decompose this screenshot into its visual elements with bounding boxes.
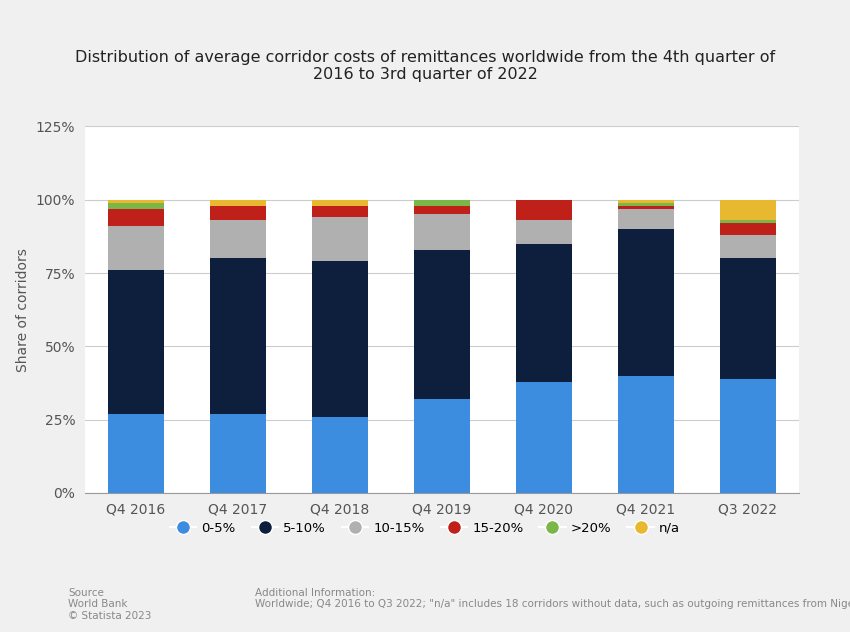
Bar xyxy=(312,205,368,217)
Bar xyxy=(108,414,164,493)
Bar xyxy=(108,200,164,203)
Bar xyxy=(720,379,776,493)
Bar xyxy=(414,214,470,250)
Bar xyxy=(312,416,368,493)
Bar xyxy=(210,258,266,414)
Bar xyxy=(720,258,776,379)
Legend: 0-5%, 5-10%, 10-15%, 15-20%, >20%, n/a: 0-5%, 5-10%, 10-15%, 15-20%, >20%, n/a xyxy=(165,516,685,540)
Text: Additional Information:
Worldwide; Q4 2016 to Q3 2022; "n/a" includes 18 corrido: Additional Information: Worldwide; Q4 20… xyxy=(255,588,850,609)
Bar xyxy=(618,203,674,205)
Bar xyxy=(720,223,776,235)
Bar xyxy=(210,414,266,493)
Bar xyxy=(108,226,164,270)
Bar xyxy=(414,200,470,205)
Text: Source
World Bank
© Statista 2023: Source World Bank © Statista 2023 xyxy=(68,588,151,621)
Bar xyxy=(720,220,776,223)
Text: Distribution of average corridor costs of remittances worldwide from the 4th qua: Distribution of average corridor costs o… xyxy=(75,50,775,82)
Bar xyxy=(720,235,776,258)
Bar xyxy=(516,382,572,493)
Bar xyxy=(516,244,572,382)
Bar xyxy=(516,220,572,244)
Bar xyxy=(720,200,776,220)
Bar xyxy=(210,205,266,220)
Bar xyxy=(414,250,470,399)
Bar xyxy=(312,261,368,416)
Bar xyxy=(414,399,470,493)
Bar xyxy=(414,205,470,214)
Bar xyxy=(618,375,674,493)
Bar xyxy=(516,200,572,220)
Bar xyxy=(312,217,368,261)
Bar xyxy=(618,229,674,375)
Bar xyxy=(618,205,674,209)
Bar xyxy=(618,209,674,229)
Bar xyxy=(618,200,674,203)
Bar xyxy=(108,270,164,414)
Bar xyxy=(108,203,164,209)
Bar xyxy=(210,200,266,205)
Y-axis label: Share of corridors: Share of corridors xyxy=(16,248,31,372)
Bar xyxy=(108,209,164,226)
Bar xyxy=(210,220,266,258)
Bar xyxy=(312,200,368,205)
